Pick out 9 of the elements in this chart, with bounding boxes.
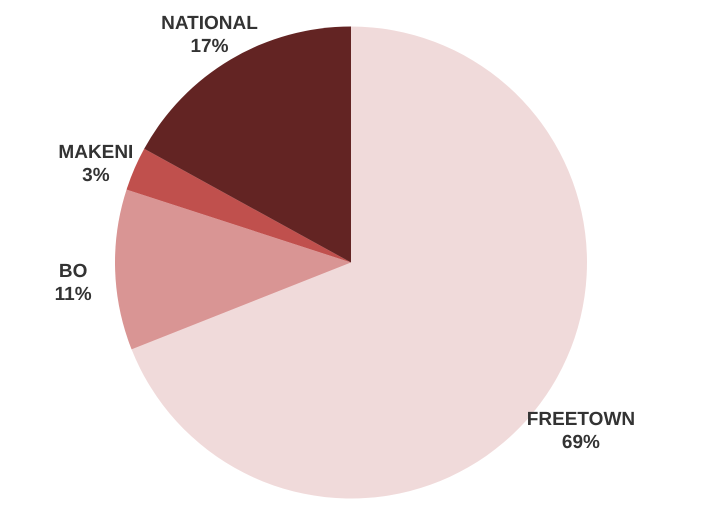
data-label: 11%: [54, 284, 92, 306]
slice-label: FREETOWN: [526, 408, 636, 430]
slice-label: NATIONAL: [161, 13, 258, 34]
pie-slice: [115, 190, 351, 350]
data-label: 69%: [562, 432, 600, 453]
slice-label: MAKENI: [58, 142, 134, 164]
data-label: 17%: [190, 36, 229, 58]
slice-label: BO: [58, 261, 88, 282]
data-label: 3%: [82, 165, 110, 186]
